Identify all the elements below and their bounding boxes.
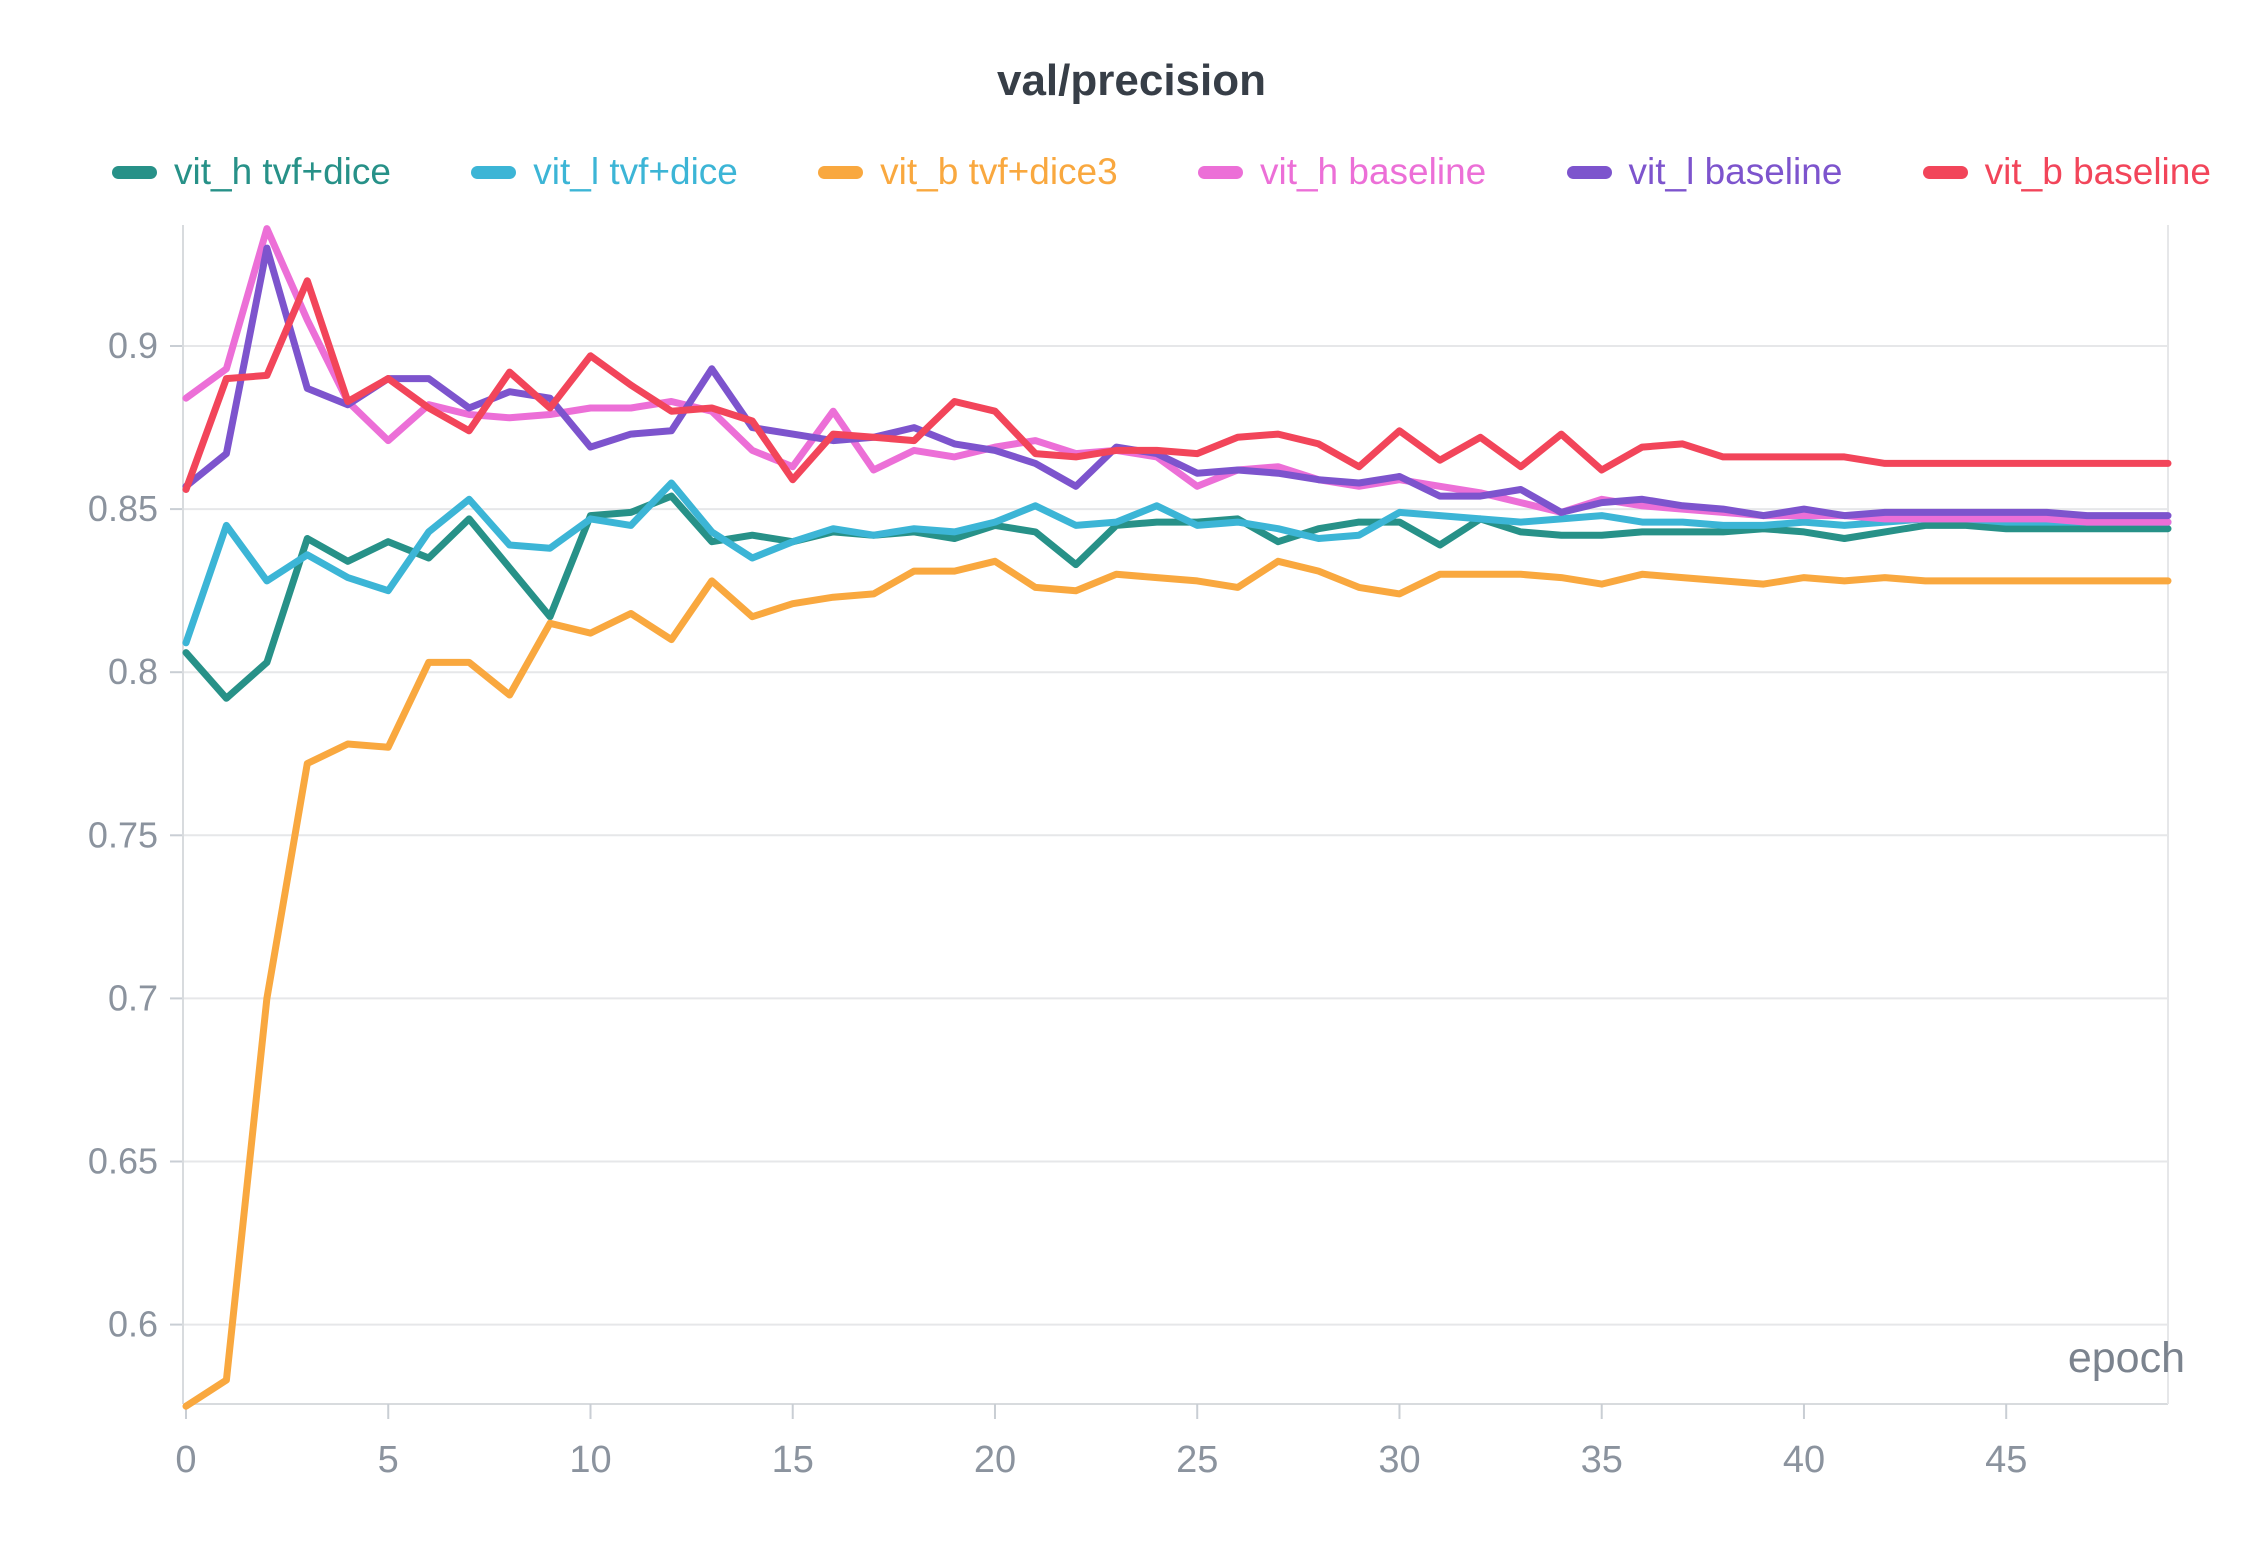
x-tick-label: 0 (175, 1439, 196, 1481)
y-tick-label: 0.7 (108, 977, 158, 1018)
legend-label: vit_h baseline (1259, 151, 1487, 192)
legend-item-vit-b-baseline[interactable]: vit_b baseline (1922, 151, 2211, 193)
y-tick-label: 0.8 (108, 651, 158, 692)
series-line-vit-b-baseline[interactable] (182, 277, 2172, 493)
x-tick-label: 20 (974, 1439, 1016, 1481)
series-line-vit-h-tvf-dice[interactable] (182, 492, 2172, 702)
series-line-vit-l-baseline[interactable] (182, 244, 2172, 520)
x-tick-label: 25 (1176, 1439, 1218, 1481)
legend-label: vit_b baseline (1984, 151, 2211, 192)
legend-swatch-icon (1922, 165, 1968, 179)
y-tick-label: 0.75 (88, 814, 158, 855)
x-tick-label: 35 (1581, 1439, 1623, 1481)
series-line-vit-h-baseline[interactable] (182, 225, 2172, 526)
x-axis-title: epoch (2067, 1334, 2185, 1382)
legend-item-vit-l-baseline[interactable]: vit_l baseline (1566, 151, 1843, 193)
x-tick-label: 5 (378, 1439, 399, 1481)
legend-swatch-icon (818, 165, 864, 179)
legend-swatch-icon (112, 165, 157, 179)
x-tick-label: 10 (569, 1439, 611, 1481)
chart-title: val/precision (996, 56, 1266, 105)
legend-item-vit-h-baseline[interactable]: vit_h baseline (1197, 151, 1487, 193)
legend-label: vit_b tvf+dice3 (880, 151, 1118, 192)
x-tick-label: 30 (1378, 1439, 1420, 1481)
y-tick-label: 0.85 (88, 488, 158, 529)
series-line-vit-l-tvf-dice[interactable] (182, 479, 2172, 647)
legend-swatch-icon (1197, 165, 1243, 179)
x-tick-label: 45 (1985, 1439, 2027, 1481)
y-tick-label: 0.9 (108, 325, 158, 366)
legend-swatch-icon (1566, 165, 1612, 179)
legend-item-vit-h-tvf-dice[interactable]: vit_h tvf+dice (112, 151, 391, 193)
series-line-vit-b-tvf-dice3[interactable] (182, 557, 2172, 1410)
legend-label: vit_h tvf+dice (174, 151, 391, 192)
legend-swatch-icon (471, 165, 517, 179)
legend-label: vit_l baseline (1628, 151, 1843, 192)
x-tick-label: 40 (1783, 1439, 1825, 1481)
legend-item-vit-b-tvf-dice3[interactable]: vit_b tvf+dice3 (818, 151, 1118, 193)
y-tick-label: 0.6 (108, 1304, 158, 1345)
legend-item-vit-l-tvf-dice[interactable]: vit_l tvf+dice (471, 151, 738, 193)
legend-label: vit_l tvf+dice (533, 151, 738, 192)
y-tick-label: 0.65 (88, 1141, 158, 1182)
legend: vit_h tvf+dice vit_l tvf+dice vit_b tvf+di… (112, 148, 2211, 196)
x-tick-label: 15 (772, 1439, 814, 1481)
